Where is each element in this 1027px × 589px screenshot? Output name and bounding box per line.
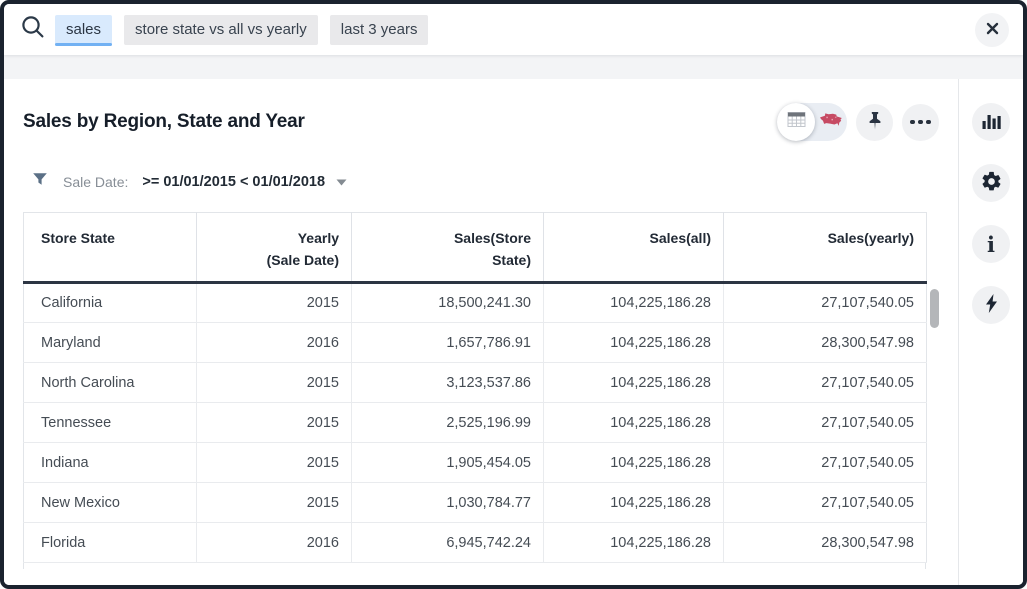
column-header[interactable]: Sales(all) xyxy=(543,212,724,284)
table-cell: 2015 xyxy=(196,442,352,483)
table-cell: 104,225,186.28 xyxy=(543,482,724,523)
pin-button[interactable] xyxy=(856,103,893,141)
filter-funnel-icon xyxy=(32,171,48,192)
view-toggle[interactable] xyxy=(777,103,847,141)
table-cell: 104,225,186.28 xyxy=(543,522,724,563)
table-cell: 3,123,537.86 xyxy=(351,362,544,403)
table-cell: 27,107,540.05 xyxy=(723,282,927,323)
table-cell: 104,225,186.28 xyxy=(543,282,724,323)
insights-button[interactable] xyxy=(972,286,1010,324)
table-row[interactable]: Tennessee 2015 2,525,196.99 104,225,186.28 2… xyxy=(23,402,927,443)
configure-button[interactable] xyxy=(972,164,1010,202)
table-cell: 2015 xyxy=(196,282,352,323)
table-cell: Florida xyxy=(23,522,197,563)
column-header[interactable]: Sales(yearly) xyxy=(723,212,927,284)
map-view-button[interactable] xyxy=(815,112,847,133)
gear-icon xyxy=(980,170,1003,196)
table-clipped-row xyxy=(23,563,926,569)
column-header[interactable]: Store State xyxy=(23,212,197,284)
table-row[interactable]: Indiana 2015 1,905,454.05 104,225,186.28 27,… xyxy=(23,442,927,483)
search-token-sales[interactable]: sales xyxy=(55,14,113,46)
info-button[interactable]: i xyxy=(972,225,1010,263)
chevron-down-icon[interactable] xyxy=(336,173,347,191)
table-cell: Tennessee xyxy=(23,402,197,443)
search-token-daterange[interactable]: last 3 years xyxy=(329,14,429,45)
table-cell: 28,300,547.98 xyxy=(723,322,927,363)
answer-toolbar xyxy=(777,103,939,141)
table-row[interactable]: North Carolina 2015 3,123,537.86 104,225,18… xyxy=(23,362,927,403)
table-body: California 2015 18,500,241.30 104,225,186.2… xyxy=(23,282,927,563)
table-cell: Indiana xyxy=(23,442,197,483)
us-map-icon xyxy=(819,112,844,133)
table-cell: 2016 xyxy=(196,522,352,563)
table-cell: 104,225,186.28 xyxy=(543,442,724,483)
table-cell: 104,225,186.28 xyxy=(543,362,724,403)
table-grid-icon xyxy=(786,109,807,135)
search-icon xyxy=(20,14,46,45)
column-header[interactable]: Sales(Store State) xyxy=(351,212,544,284)
table-cell: 2016 xyxy=(196,322,352,363)
chart-type-button[interactable] xyxy=(972,103,1010,141)
table-row[interactable]: California 2015 18,500,241.30 104,225,186.2… xyxy=(23,282,927,323)
table-header-row: Store State Yearly (Sale Date) Sales(Store S… xyxy=(23,212,927,284)
table-cell: 18,500,241.30 xyxy=(351,282,544,323)
table-cell: 6,945,742.24 xyxy=(351,522,544,563)
lightning-icon xyxy=(982,293,1001,317)
table-row[interactable]: Florida 2016 6,945,742.24 104,225,186.28 28,… xyxy=(23,522,927,563)
table-cell: 1,657,786.91 xyxy=(351,322,544,363)
table-cell: 27,107,540.05 xyxy=(723,442,927,483)
table-cell: 2015 xyxy=(196,362,352,403)
table-row[interactable]: New Mexico 2015 1,030,784.77 104,225,186.28… xyxy=(23,482,927,523)
results-table: Store State Yearly (Sale Date) Sales(Store S… xyxy=(23,212,939,569)
table-cell: 27,107,540.05 xyxy=(723,402,927,443)
section-divider-band xyxy=(4,55,1023,79)
page-title: Sales by Region, State and Year xyxy=(23,111,305,132)
more-options-button[interactable] xyxy=(902,103,939,141)
table-cell: New Mexico xyxy=(23,482,197,523)
table-cell: 1,030,784.77 xyxy=(351,482,544,523)
pushpin-icon xyxy=(864,110,886,135)
table-cell: 104,225,186.28 xyxy=(543,402,724,443)
search-token-columns[interactable]: store state vs all vs yearly xyxy=(124,14,318,45)
search-bar: sales store state vs all vs yearly last … xyxy=(4,4,1023,55)
table-cell: 1,905,454.05 xyxy=(351,442,544,483)
table-cell: 27,107,540.05 xyxy=(723,362,927,403)
table-cell: 2015 xyxy=(196,402,352,443)
ellipsis-icon xyxy=(910,119,931,125)
close-x-icon xyxy=(986,22,999,38)
filter-row[interactable]: Sale Date: >= 01/01/2015 < 01/01/2018 xyxy=(32,171,347,192)
table-cell: California xyxy=(23,282,197,323)
filter-label: Sale Date: xyxy=(63,173,129,190)
table-cell: 2015 xyxy=(196,482,352,523)
answer-panel: Sales by Region, State and Year xyxy=(4,79,1023,585)
table-scrollbar-thumb[interactable] xyxy=(930,289,939,328)
clear-search-button[interactable] xyxy=(975,12,1009,47)
search-token-list: sales store state vs all vs yearly last … xyxy=(55,14,429,46)
table-cell: 2,525,196.99 xyxy=(351,402,544,443)
table-cell: Maryland xyxy=(23,322,197,363)
column-header[interactable]: Yearly (Sale Date) xyxy=(196,212,352,284)
answer-main: Sales by Region, State and Year xyxy=(4,79,958,585)
table-cell: 27,107,540.05 xyxy=(723,482,927,523)
table-cell: 28,300,547.98 xyxy=(723,522,927,563)
bar-chart-icon xyxy=(981,111,1001,134)
table-header: Store State Yearly (Sale Date) Sales(Store S… xyxy=(23,212,927,284)
table-cell: 104,225,186.28 xyxy=(543,322,724,363)
table-cell: North Carolina xyxy=(23,362,197,403)
table-row[interactable]: Maryland 2016 1,657,786.91 104,225,186.28 28… xyxy=(23,322,927,363)
info-icon: i xyxy=(987,231,995,257)
table-view-button[interactable] xyxy=(777,103,815,141)
filter-condition[interactable]: >= 01/01/2015 < 01/01/2018 xyxy=(142,173,326,190)
right-rail: i xyxy=(958,79,1023,585)
